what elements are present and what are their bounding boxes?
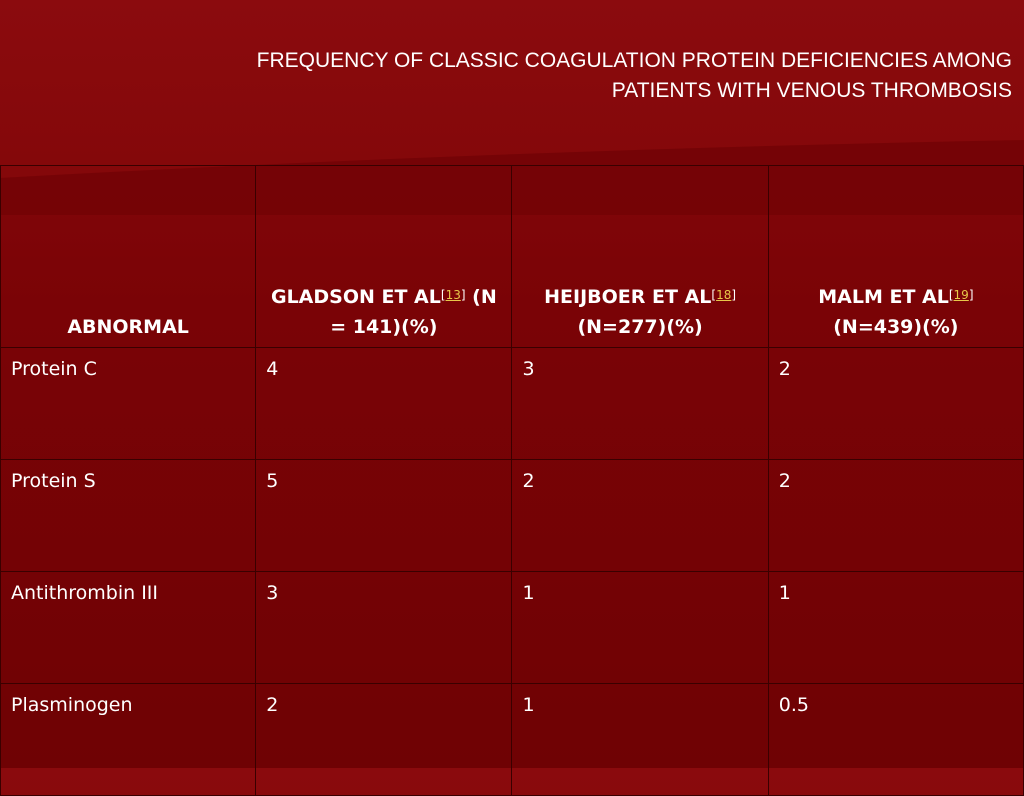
reference-19-link[interactable]: 19 [953, 288, 969, 302]
table-header-row: ABNORMAL GLADSON ET AL[13] (N = 141)(%) … [0, 165, 1024, 348]
slide-title: FREQUENCY OF CLASSIC COAGULATION PROTEIN… [52, 46, 1012, 106]
cell-heijboer-value: 1 [511, 571, 769, 684]
cell-gladson-value: 2 [255, 683, 513, 796]
header-gladson-sample: (N = 141)(%) [330, 286, 497, 338]
reference-13-link[interactable]: 13 [445, 288, 461, 302]
cell-malm-value: 0.5 [767, 683, 1024, 796]
header-malm-label: MALM ET AL [818, 286, 949, 308]
table-row: Protein S 5 2 2 [0, 459, 1024, 572]
cell-heijboer-value: 2 [511, 459, 769, 572]
slide-title-line-1: FREQUENCY OF CLASSIC COAGULATION PROTEIN… [256, 49, 1012, 72]
reference-13[interactable]: [13] [440, 288, 466, 302]
header-malm: MALM ET AL[19] (N=439)(%) [767, 165, 1024, 348]
header-heijboer: HEIJBOER ET AL[18] (N=277)(%) [511, 165, 769, 348]
deficiency-frequency-table: ABNORMAL GLADSON ET AL[13] (N = 141)(%) … [0, 165, 1024, 796]
cell-protein-name: Protein S [0, 459, 257, 572]
cell-malm-value: 1 [767, 571, 1024, 684]
header-gladson-label: GLADSON ET AL [270, 286, 441, 308]
header-abnormal-label: ABNORMAL [67, 316, 189, 338]
cell-gladson-value: 4 [255, 347, 513, 460]
cell-heijboer-value: 3 [511, 347, 769, 460]
header-gladson: GLADSON ET AL[13] (N = 141)(%) [255, 165, 513, 348]
cell-heijboer-value: 1 [511, 683, 769, 796]
cell-gladson-value: 5 [255, 459, 513, 572]
reference-19[interactable]: [19] [948, 288, 974, 302]
header-abnormal: ABNORMAL [0, 165, 257, 348]
header-heijboer-label: HEIJBOER ET AL [544, 286, 712, 308]
header-heijboer-sample: (N=277)(%) [577, 316, 703, 338]
cell-gladson-value: 3 [255, 571, 513, 684]
reference-18[interactable]: [18] [711, 288, 737, 302]
reference-18-link[interactable]: 18 [716, 288, 732, 302]
cell-protein-name: Antithrombin III [0, 571, 257, 684]
cell-malm-value: 2 [767, 459, 1024, 572]
table-row: Protein C 4 3 2 [0, 347, 1024, 460]
cell-protein-name: Protein C [0, 347, 257, 460]
table-row: Antithrombin III 3 1 1 [0, 571, 1024, 684]
slide-title-line-2: PATIENTS WITH VENOUS THROMBOSIS [611, 79, 1012, 102]
cell-malm-value: 2 [767, 347, 1024, 460]
header-malm-sample: (N=439)(%) [833, 316, 959, 338]
cell-protein-name: Plasminogen [0, 683, 257, 796]
table-row: Plasminogen 2 1 0.5 [0, 683, 1024, 796]
